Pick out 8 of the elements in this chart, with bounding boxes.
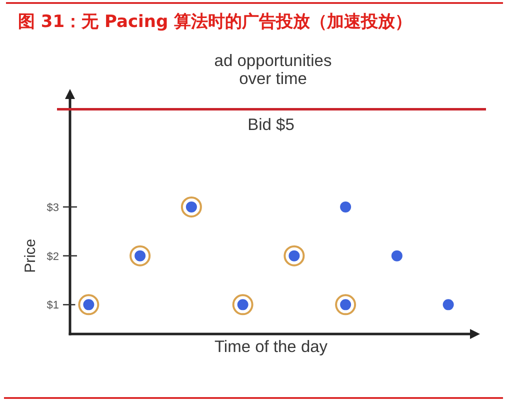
ref-line-label: Bid $5 [248,116,294,134]
y-tick-label: $3 [46,202,59,214]
chart-title: 图 31：无 Pacing 算法时的广告投放（加速投放） [18,12,412,32]
chart-subtitle: ad opportunities over time [214,52,332,88]
y-axis-title: Price [22,238,39,273]
y-tick-label: $2 [46,250,59,263]
x-axis-title: Time of the day [214,338,328,356]
y-tick-label: $1 [46,300,59,312]
